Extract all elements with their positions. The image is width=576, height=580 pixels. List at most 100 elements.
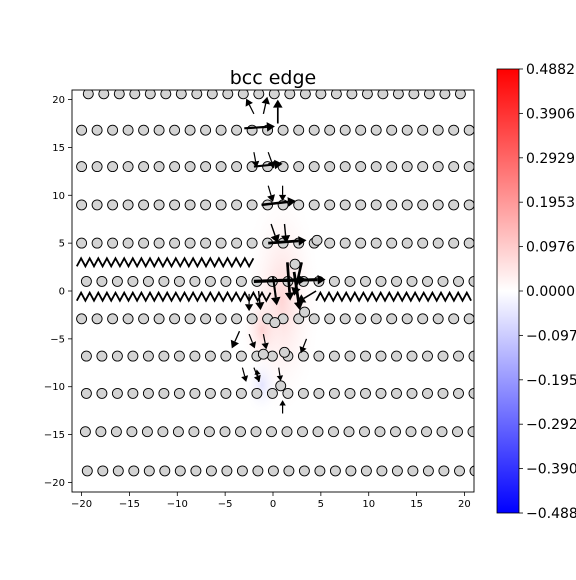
atom-point	[138, 124, 150, 136]
atom-point	[432, 199, 444, 211]
colorbar-tick-label: −0.4882	[526, 506, 576, 522]
atom-point	[91, 199, 103, 211]
x-tick-label: 5	[318, 499, 324, 510]
atom-point	[344, 387, 356, 399]
atom-point	[408, 90, 420, 100]
atom-point	[360, 275, 371, 287]
atom-point	[76, 161, 88, 173]
atom-point	[91, 237, 103, 249]
atom-point	[344, 350, 356, 362]
atom-point	[246, 199, 258, 211]
atom-point	[113, 90, 125, 100]
atom-point	[138, 199, 150, 211]
atom-point	[203, 426, 215, 438]
atom-point	[122, 124, 134, 136]
displacement-arrow	[273, 99, 283, 124]
atom-point	[200, 124, 212, 136]
atom-point	[454, 465, 465, 477]
displacement-arrow	[291, 262, 303, 296]
atom-point	[386, 199, 398, 211]
displacement-arrow	[254, 369, 261, 382]
atom-point	[231, 237, 243, 249]
atom-point	[370, 313, 382, 325]
atom-point	[355, 237, 367, 249]
atom-point	[231, 313, 243, 325]
atom-point	[266, 426, 277, 438]
atom-point	[329, 465, 341, 477]
displacement-arrow	[261, 333, 269, 350]
atom-point	[391, 275, 402, 287]
colorbar-tick-label: 0.4882	[526, 62, 575, 78]
x-tick-label: 20	[458, 499, 471, 510]
atom-point	[204, 275, 216, 287]
atom-point	[76, 199, 88, 211]
atom-point	[468, 275, 474, 287]
atom-point	[463, 124, 474, 136]
atom-point	[374, 426, 386, 438]
atom-point	[172, 426, 184, 438]
displacement-arrow	[261, 96, 270, 115]
atom-point	[112, 465, 124, 477]
atom-point	[231, 161, 243, 173]
atom-point	[324, 313, 336, 325]
y-tick-label: 0	[59, 287, 65, 298]
atom-point	[144, 90, 156, 100]
atom-point	[324, 237, 336, 249]
atom-point	[355, 199, 367, 211]
atom-point	[122, 313, 134, 325]
atom-point	[138, 313, 150, 325]
atom-point	[401, 124, 413, 136]
atom-point	[215, 161, 227, 173]
atom-point	[417, 237, 429, 249]
atom-point	[308, 313, 320, 325]
atom-point	[96, 387, 108, 399]
colorbar-tick-label: 0.1953	[526, 195, 575, 211]
atom-point	[169, 161, 181, 173]
colorbar-tick-label: 0.0976	[526, 240, 575, 256]
atom-point	[391, 387, 402, 399]
atom-point	[220, 387, 232, 399]
atom-point	[345, 465, 357, 477]
atom-point	[401, 199, 413, 211]
atom-point	[153, 237, 165, 249]
atom-point	[308, 199, 320, 211]
atom-point	[91, 161, 103, 173]
atom-point	[422, 350, 433, 362]
colorbar: 0.4882 0.3906 0.2929 0.1953 0.0976 0.0000 −0.0…	[496, 62, 576, 522]
colorbar-tick-label: 0.3906	[526, 106, 575, 122]
displacement-arrow	[284, 262, 295, 301]
atom-point	[407, 465, 419, 477]
atom-point	[406, 350, 418, 362]
atom-point	[297, 387, 309, 399]
atom-point	[169, 237, 181, 249]
atom-point	[392, 90, 404, 100]
atom-point	[107, 313, 119, 325]
atom-point	[107, 199, 119, 211]
atom-point	[204, 387, 216, 399]
atom-point	[417, 199, 429, 211]
atom-point	[184, 161, 196, 173]
atom-point	[173, 275, 185, 287]
atom-point	[107, 161, 119, 173]
atom-point	[355, 313, 367, 325]
displacement-arrow	[279, 400, 286, 414]
atom-point	[268, 90, 280, 100]
displacement-arrow	[270, 223, 280, 244]
atom-point	[231, 124, 243, 136]
x-tick-label: −20	[71, 499, 92, 510]
zigzag-line-2	[315, 290, 472, 303]
atom-point	[437, 350, 449, 362]
atom-point	[122, 161, 134, 173]
atom-point	[158, 350, 170, 362]
atom-point	[448, 313, 460, 325]
atom-point	[215, 237, 227, 249]
atom-point	[266, 350, 278, 362]
atom-point	[328, 426, 339, 438]
atom-point	[453, 387, 464, 399]
x-axis: −20 −15 −10 −5 0 5 10 15 20	[71, 492, 471, 510]
atom-point	[360, 350, 371, 362]
atom-point	[328, 275, 340, 287]
atom-point	[219, 426, 231, 438]
atom-point	[281, 426, 293, 438]
atom-point	[448, 161, 460, 173]
